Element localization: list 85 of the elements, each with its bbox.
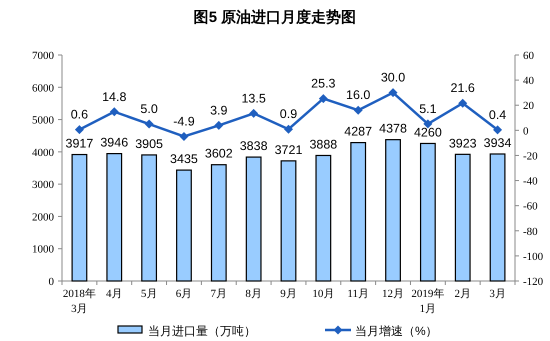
y2-tick-label: -20	[523, 150, 538, 162]
x-tick-label: 4月	[106, 288, 123, 300]
y2-tick-label: -60	[523, 200, 538, 213]
x-tick-label: 7月	[210, 288, 228, 300]
y-tick-label: 4000	[32, 146, 54, 159]
data-label: 3905	[135, 136, 164, 151]
y-tick-label: 7000	[32, 50, 54, 62]
point	[249, 108, 258, 118]
data-label: 3838	[240, 139, 268, 154]
bar	[210, 164, 227, 282]
point	[110, 107, 119, 116]
y2-tick-label: -80	[523, 226, 538, 238]
point	[354, 106, 363, 115]
bar	[72, 154, 88, 282]
data-label: 3435	[170, 152, 198, 166]
y2-tick-label: -40	[523, 176, 538, 188]
data-label: 3923	[448, 136, 477, 150]
data-label: 4287	[344, 124, 372, 139]
point	[214, 120, 224, 130]
bar	[490, 153, 506, 282]
y-tick-label: 3000	[32, 179, 54, 192]
data-label: 21.6	[450, 81, 475, 96]
y2-tick-label: 0	[523, 125, 529, 138]
y2-tick-label: 40	[523, 75, 534, 88]
bar	[176, 170, 192, 282]
x-tick-label: 6月	[176, 288, 192, 300]
data-label: 3934	[484, 136, 512, 150]
data-label: 13.5	[241, 91, 266, 106]
data-label: 14.8	[102, 90, 126, 104]
point	[318, 94, 328, 104]
x-tick-label: 12月	[382, 288, 404, 300]
legend-label: 当月进口量（万吨）	[148, 324, 256, 338]
bar	[141, 154, 158, 282]
data-label: 3917	[66, 136, 94, 151]
point	[388, 88, 398, 98]
y-tick-label: 6000	[32, 82, 54, 94]
data-label: 3888	[309, 137, 338, 152]
data-label: 25.3	[311, 76, 336, 91]
data-label: 0.9	[280, 107, 298, 122]
y2-tick-label: -100	[523, 250, 544, 263]
legend-label: 当月增速（%）	[355, 324, 438, 338]
chart-title: 图5 原油进口月度走势图	[194, 8, 356, 26]
bar	[280, 160, 296, 282]
data-label: 3946	[100, 136, 128, 150]
point	[284, 124, 293, 134]
data-label: 5.1	[419, 102, 437, 116]
y2-tick-label: 60	[523, 50, 534, 62]
bar	[350, 142, 366, 282]
bar	[106, 153, 122, 282]
bar	[420, 142, 436, 282]
data-label: 5.0	[140, 102, 158, 116]
y-tick-label: 5000	[32, 114, 54, 127]
data-label: 0.6	[70, 108, 88, 122]
x-tick-label: 5月	[140, 288, 158, 300]
x-tick-label: 11月	[347, 288, 369, 300]
y2-tick-label: -120	[523, 276, 544, 288]
data-label: 3602	[204, 146, 233, 161]
point	[74, 125, 84, 134]
y2-tick-label: 20	[523, 100, 534, 112]
x-tick-label: 3月	[489, 288, 506, 300]
x-tick-label: 10月	[312, 288, 334, 300]
point	[493, 125, 502, 134]
point	[458, 98, 468, 108]
data-label: 30.0	[380, 70, 406, 85]
bar	[454, 154, 471, 282]
data-label: 3721	[274, 142, 302, 157]
x-tick-label: 2月	[454, 288, 471, 300]
point	[144, 120, 154, 129]
x-tick-label: 9月	[280, 288, 297, 300]
bar	[246, 156, 262, 282]
y-tick-label: 2000	[32, 211, 54, 224]
bar	[315, 154, 332, 282]
x-tick-label: 2019年 1月	[411, 288, 444, 315]
x-tick-label: 2018年 3月	[62, 288, 96, 315]
bar	[385, 139, 401, 282]
data-label: 4378	[379, 122, 407, 136]
data-label: 4260	[414, 125, 442, 140]
point	[179, 132, 188, 141]
y-tick-label: 1000	[32, 244, 54, 256]
data-label: -4.9	[173, 114, 195, 128]
y-tick-label: 0	[48, 276, 54, 288]
data-label: 3.9	[210, 103, 228, 118]
data-label: 16.0	[346, 88, 370, 102]
data-label: 0.4	[488, 108, 506, 122]
x-tick-label: 8月	[245, 288, 262, 300]
